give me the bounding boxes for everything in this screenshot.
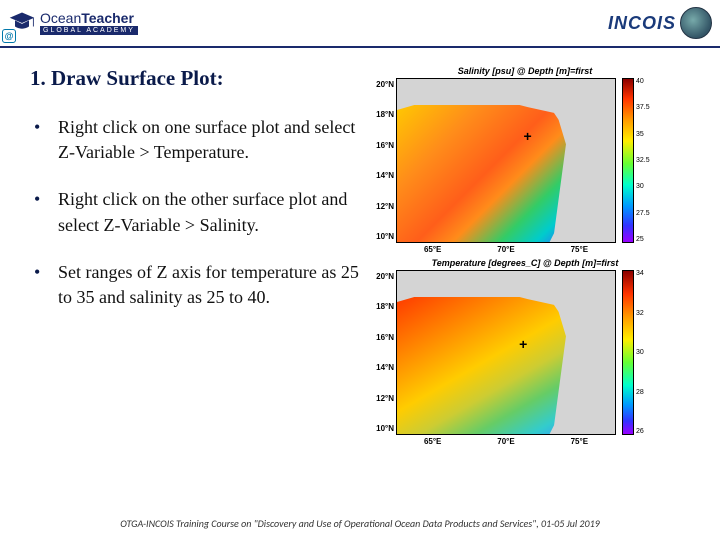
temperature-plot: Temperature [degrees_C] @ Depth [m]=firs… — [370, 258, 680, 446]
colorbar-ticks: 34 32 30 28 26 — [634, 270, 656, 435]
logo-text-bold: Teacher — [81, 10, 134, 26]
x-axis-ticks: 65°E 70°E 75°E — [396, 245, 616, 254]
marker-cross-icon: + — [523, 128, 531, 144]
marker-cross-icon: + — [519, 336, 527, 352]
plot-title: Salinity [psu] @ Depth [m]=first — [370, 66, 680, 76]
logo-text-light: Ocean — [40, 10, 81, 26]
bullet-list: Right click on one surface plot and sele… — [30, 115, 360, 310]
slide-footer: OTGA-INCOIS Training Course on "Discover… — [0, 517, 720, 530]
y-axis-ticks: 20°N 18°N 16°N 14°N 12°N 10°N — [370, 78, 396, 243]
temperature-colorbar — [622, 270, 634, 435]
oceanteacher-logo: @ OceanTeacher GLOBAL ACADEMY — [8, 9, 138, 37]
colorbar-ticks: 40 37.5 35 32.5 30 27.5 25 — [634, 78, 656, 243]
x-axis-ticks: 65°E 70°E 75°E — [396, 437, 616, 446]
bullet-item: Right click on the other surface plot an… — [30, 187, 360, 237]
slide-header: @ OceanTeacher GLOBAL ACADEMY INCOIS — [0, 0, 720, 48]
salinity-colorbar — [622, 78, 634, 243]
plots-column: Salinity [psu] @ Depth [m]=first 20°N 18… — [370, 66, 680, 446]
incois-text: INCOIS — [608, 13, 676, 34]
slide-content: 1. Draw Surface Plot: Right click on one… — [0, 48, 720, 446]
slide-title: 1. Draw Surface Plot: — [30, 66, 360, 91]
text-column: 1. Draw Surface Plot: Right click on one… — [30, 66, 370, 446]
y-axis-ticks: 20°N 18°N 16°N 14°N 12°N 10°N — [370, 270, 396, 435]
bullet-item: Right click on one surface plot and sele… — [30, 115, 360, 165]
plot-title: Temperature [degrees_C] @ Depth [m]=firs… — [370, 258, 680, 268]
graduation-cap-icon: @ — [8, 9, 36, 37]
bullet-item: Set ranges of Z axis for temperature as … — [30, 260, 360, 310]
incois-logo: INCOIS — [608, 7, 712, 39]
logo-subtext: GLOBAL ACADEMY — [40, 26, 138, 35]
salinity-plot: Salinity [psu] @ Depth [m]=first 20°N 18… — [370, 66, 680, 254]
temperature-map: + — [396, 270, 616, 435]
globe-icon — [680, 7, 712, 39]
at-badge: @ — [2, 29, 16, 43]
salinity-map: + — [396, 78, 616, 243]
